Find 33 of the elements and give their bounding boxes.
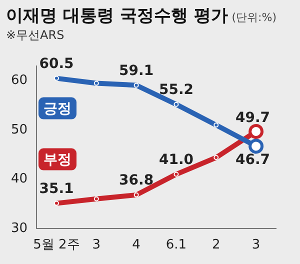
x-tick-label: 5월 2주: [33, 238, 80, 253]
point: [54, 76, 59, 81]
y-tick-label: 40: [10, 172, 28, 187]
data-label: 59.1: [119, 62, 154, 79]
y-tick-label: 30: [10, 220, 28, 236]
data-label: 55.2: [158, 82, 194, 98]
data-label: 35.1: [39, 180, 74, 197]
point: [94, 80, 99, 86]
point: [214, 155, 219, 160]
point: [54, 200, 59, 206]
y-tick-label: 60: [10, 73, 28, 88]
x-tick-label: 4: [132, 238, 140, 253]
point: [174, 172, 179, 177]
data-label: 60.5: [39, 56, 74, 72]
series-label: 긍정: [43, 100, 72, 117]
point: [134, 192, 139, 198]
x-tick-label: 2: [212, 238, 220, 253]
point: [94, 196, 99, 202]
data-label: 49.7: [236, 110, 270, 126]
data-label: 41.0: [158, 152, 194, 168]
y-tick-label: 50: [10, 122, 28, 138]
point: [174, 102, 179, 107]
text: ※무선ARS: [6, 27, 66, 44]
point: [134, 82, 139, 88]
data-label: 36.8: [119, 172, 154, 189]
point: [214, 122, 219, 128]
x-tick-label: 3: [252, 238, 260, 253]
text: 부정: [43, 152, 72, 168]
x-tick-label: 3: [92, 238, 101, 253]
chart-subtitle: (단위:%): [232, 10, 277, 25]
x-tick-label: 6.1: [166, 238, 187, 253]
data-label: 46.7: [236, 152, 270, 168]
chart-title: 이재명 대통령 국정수행 평가: [6, 5, 228, 27]
